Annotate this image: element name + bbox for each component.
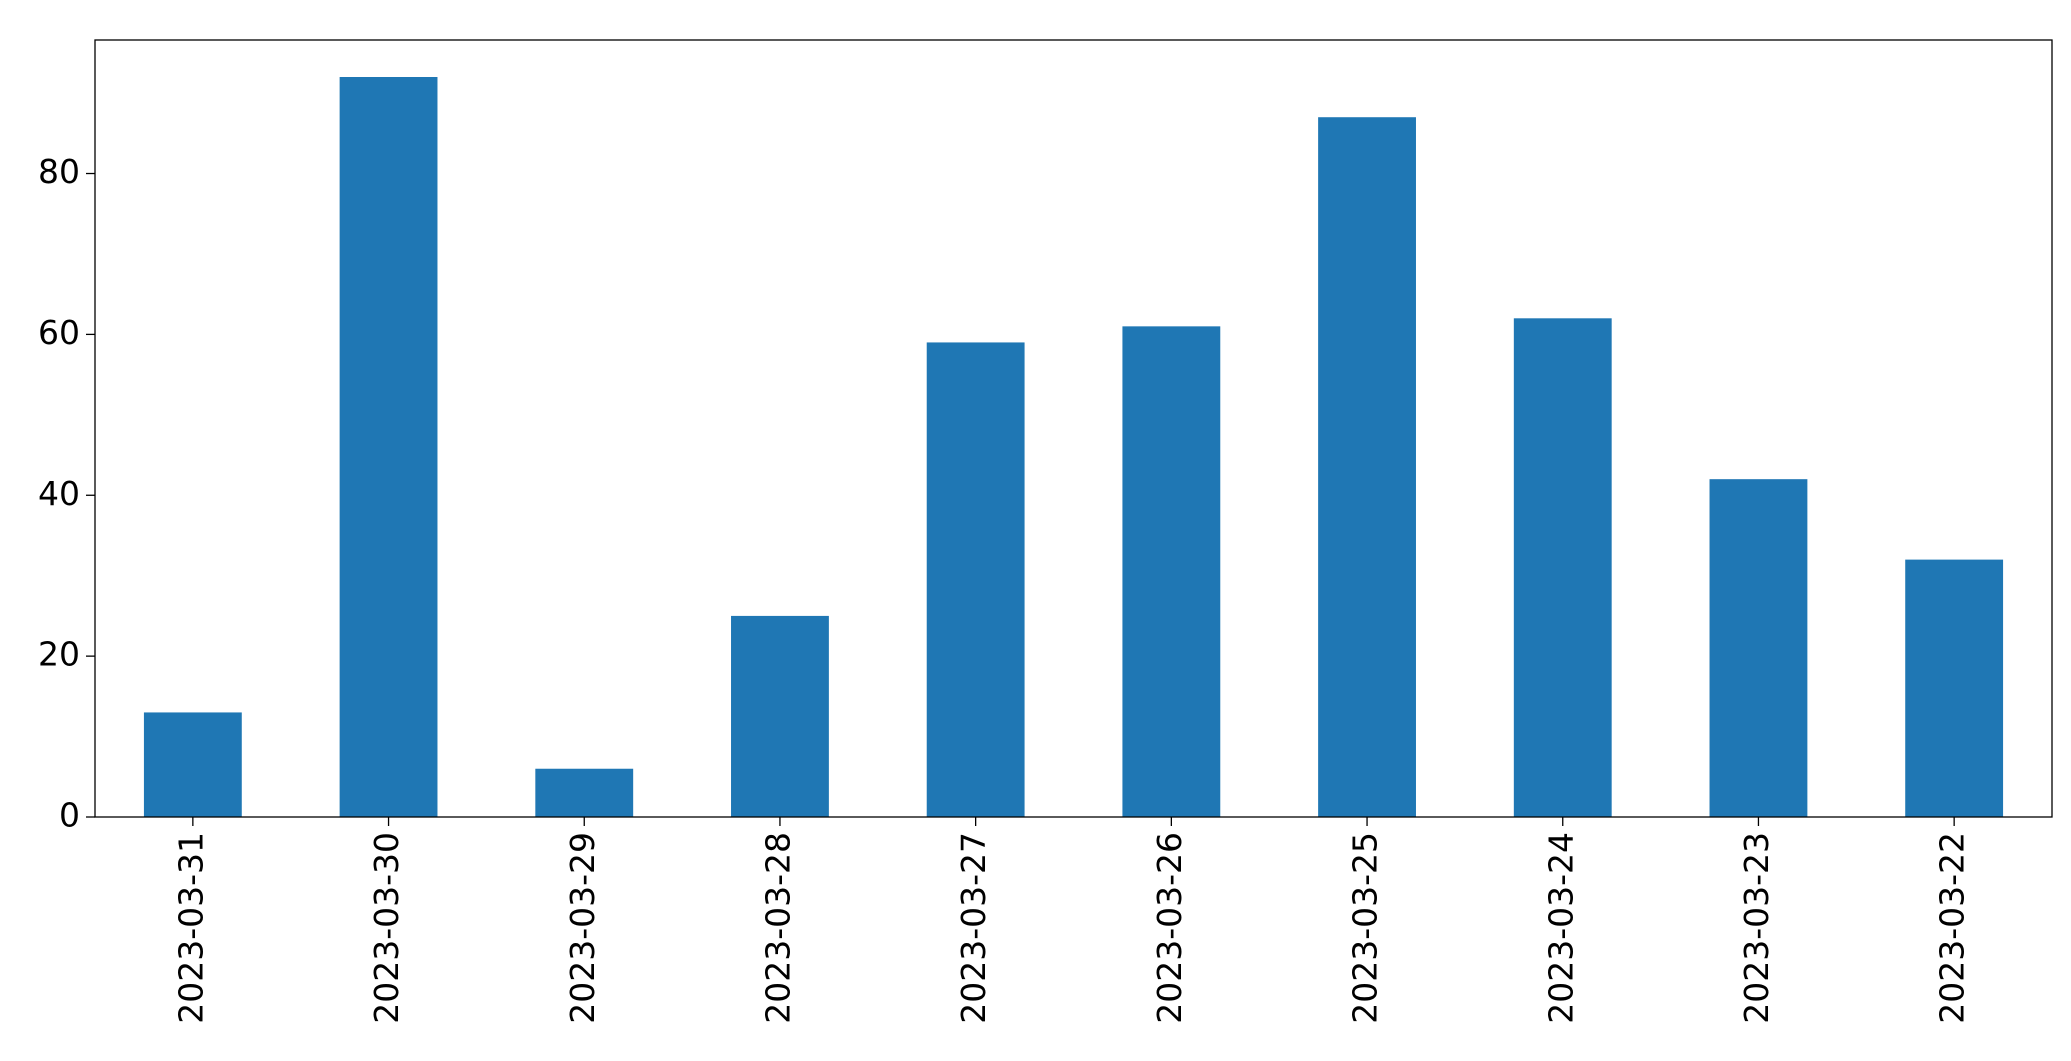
y-tick-label: 20 [38, 635, 80, 674]
y-tick-label: 60 [38, 313, 80, 352]
bar [1513, 318, 1612, 817]
bar [339, 77, 438, 817]
x-tick-label: 2023-03-26 [1150, 832, 1189, 1024]
x-tick-label: 2023-03-30 [367, 832, 406, 1024]
bar [535, 768, 634, 817]
y-tick-label: 0 [59, 796, 80, 835]
x-tick-label: 2023-03-28 [758, 832, 797, 1024]
x-tick-label: 2023-03-23 [1737, 832, 1776, 1024]
x-tick-label: 2023-03-25 [1346, 832, 1385, 1024]
bar [731, 615, 829, 817]
bar [1905, 559, 2004, 817]
plot-frame [94, 39, 2053, 818]
x-tick-label: 2023-03-22 [1933, 832, 1972, 1024]
x-tick-label: 2023-03-24 [1541, 832, 1580, 1024]
bar [143, 712, 242, 817]
bar [926, 342, 1025, 817]
x-tick-label: 2023-03-27 [954, 832, 993, 1024]
y-tick-label: 80 [38, 152, 80, 191]
y-tick-label: 40 [38, 474, 80, 513]
x-tick-label: 2023-03-29 [563, 832, 602, 1024]
bar [1709, 479, 1808, 817]
bar [1318, 117, 1416, 817]
x-tick-label: 2023-03-31 [171, 832, 210, 1024]
bar [1122, 326, 1221, 817]
